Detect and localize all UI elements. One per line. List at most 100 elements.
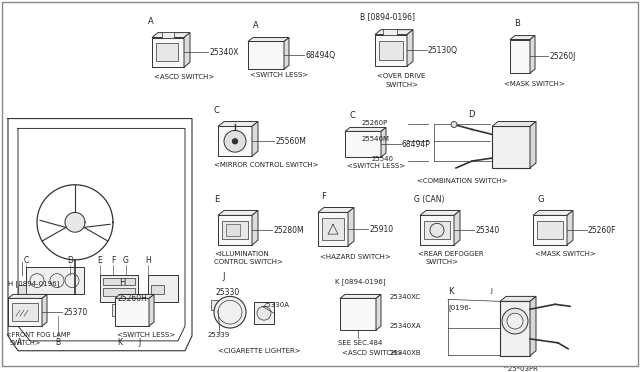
Bar bbox=[18, 285, 26, 300]
Text: D: D bbox=[67, 256, 73, 265]
Text: 25340XA: 25340XA bbox=[390, 323, 422, 329]
Bar bbox=[103, 288, 135, 296]
Text: SWITCH>: SWITCH> bbox=[385, 82, 418, 88]
Bar bbox=[537, 221, 563, 239]
Text: E: E bbox=[98, 256, 102, 265]
Text: <MASK SWITCH>: <MASK SWITCH> bbox=[535, 251, 596, 257]
Text: <SWITCH LESS>: <SWITCH LESS> bbox=[117, 332, 175, 338]
Polygon shape bbox=[530, 122, 536, 168]
Circle shape bbox=[214, 296, 246, 328]
Polygon shape bbox=[500, 296, 536, 301]
Bar bbox=[318, 212, 348, 246]
Text: F: F bbox=[111, 256, 115, 265]
Polygon shape bbox=[8, 294, 47, 298]
Bar bbox=[254, 302, 274, 324]
Text: 25330: 25330 bbox=[216, 289, 240, 298]
Bar bbox=[148, 275, 178, 302]
Text: 68494Q: 68494Q bbox=[305, 51, 335, 60]
Bar bbox=[383, 29, 397, 35]
Text: <FRONT FOG LAMP: <FRONT FOG LAMP bbox=[6, 332, 70, 338]
Polygon shape bbox=[345, 128, 386, 131]
Text: 25370: 25370 bbox=[63, 308, 87, 317]
Bar bbox=[156, 44, 178, 61]
Polygon shape bbox=[533, 211, 573, 215]
Text: <CIGARETTE LIGHTER>: <CIGARETTE LIGHTER> bbox=[218, 348, 301, 354]
Bar bbox=[152, 38, 184, 67]
Polygon shape bbox=[530, 296, 536, 356]
Polygon shape bbox=[376, 294, 381, 330]
Text: C: C bbox=[24, 256, 29, 265]
Text: <SWITCH LESS>: <SWITCH LESS> bbox=[250, 72, 308, 78]
Text: A: A bbox=[148, 17, 154, 26]
Text: SWITCH>: SWITCH> bbox=[426, 259, 459, 265]
Polygon shape bbox=[567, 211, 573, 245]
Polygon shape bbox=[252, 211, 258, 245]
Text: <SWITCH LESS>: <SWITCH LESS> bbox=[347, 163, 405, 169]
Polygon shape bbox=[420, 211, 460, 215]
Bar bbox=[151, 285, 164, 294]
Text: <ASCD SWITCH>: <ASCD SWITCH> bbox=[154, 74, 214, 80]
Text: <OVER DRIVE: <OVER DRIVE bbox=[377, 73, 426, 79]
Text: F: F bbox=[321, 192, 326, 201]
Bar bbox=[26, 267, 84, 294]
Text: J: J bbox=[222, 272, 225, 280]
Polygon shape bbox=[152, 33, 190, 38]
Polygon shape bbox=[407, 30, 413, 66]
Bar bbox=[103, 278, 135, 285]
Text: K: K bbox=[118, 338, 122, 347]
Circle shape bbox=[232, 139, 237, 144]
Text: SWITCH>: SWITCH> bbox=[10, 340, 42, 346]
Text: <ILLUMINATION: <ILLUMINATION bbox=[214, 251, 269, 257]
Text: K: K bbox=[448, 288, 454, 296]
Bar bbox=[340, 298, 376, 330]
Bar bbox=[218, 126, 252, 156]
Bar bbox=[533, 215, 567, 245]
Bar bbox=[500, 301, 530, 356]
Text: G: G bbox=[123, 256, 129, 265]
Polygon shape bbox=[348, 208, 354, 246]
Polygon shape bbox=[184, 33, 190, 67]
Text: 25330A: 25330A bbox=[263, 302, 290, 308]
Text: [0196-: [0196- bbox=[448, 304, 471, 311]
Text: CONTROL SWITCH>: CONTROL SWITCH> bbox=[214, 259, 283, 265]
Bar bbox=[112, 304, 126, 316]
Text: J: J bbox=[490, 288, 492, 294]
Bar bbox=[322, 218, 344, 240]
Text: J: J bbox=[139, 338, 141, 347]
Text: 25340: 25340 bbox=[475, 226, 499, 235]
Polygon shape bbox=[115, 294, 154, 298]
Polygon shape bbox=[218, 122, 258, 126]
Polygon shape bbox=[218, 211, 258, 215]
Circle shape bbox=[224, 131, 246, 152]
Polygon shape bbox=[42, 294, 47, 326]
Text: <REAR DEFOGGER: <REAR DEFOGGER bbox=[418, 251, 484, 257]
Text: 25260F: 25260F bbox=[588, 226, 616, 235]
Text: C: C bbox=[350, 110, 356, 119]
Text: 25340XC: 25340XC bbox=[390, 294, 421, 301]
Polygon shape bbox=[252, 122, 258, 156]
Text: <HAZARD SWITCH>: <HAZARD SWITCH> bbox=[320, 254, 391, 260]
Polygon shape bbox=[381, 128, 386, 157]
Bar bbox=[379, 41, 403, 60]
Circle shape bbox=[507, 313, 523, 329]
Bar bbox=[248, 42, 284, 69]
Bar bbox=[218, 215, 252, 245]
Text: 25130Q: 25130Q bbox=[428, 46, 458, 55]
Polygon shape bbox=[530, 36, 535, 73]
Polygon shape bbox=[8, 119, 192, 351]
Text: <COMBINATION SWITCH>: <COMBINATION SWITCH> bbox=[417, 178, 507, 184]
Polygon shape bbox=[318, 208, 354, 212]
Text: B [0894-0196]: B [0894-0196] bbox=[360, 12, 415, 21]
Bar bbox=[222, 221, 248, 239]
Circle shape bbox=[451, 122, 457, 128]
Polygon shape bbox=[340, 294, 381, 298]
Polygon shape bbox=[510, 36, 535, 39]
Text: 25280M: 25280M bbox=[273, 226, 303, 235]
Text: G (CAN): G (CAN) bbox=[414, 195, 445, 203]
Bar bbox=[424, 221, 450, 239]
Text: C: C bbox=[214, 106, 220, 115]
Text: 25260H: 25260H bbox=[117, 294, 147, 304]
Text: <ASCD SWITCH>: <ASCD SWITCH> bbox=[342, 350, 403, 356]
Text: A: A bbox=[253, 20, 259, 30]
Bar bbox=[345, 131, 381, 157]
